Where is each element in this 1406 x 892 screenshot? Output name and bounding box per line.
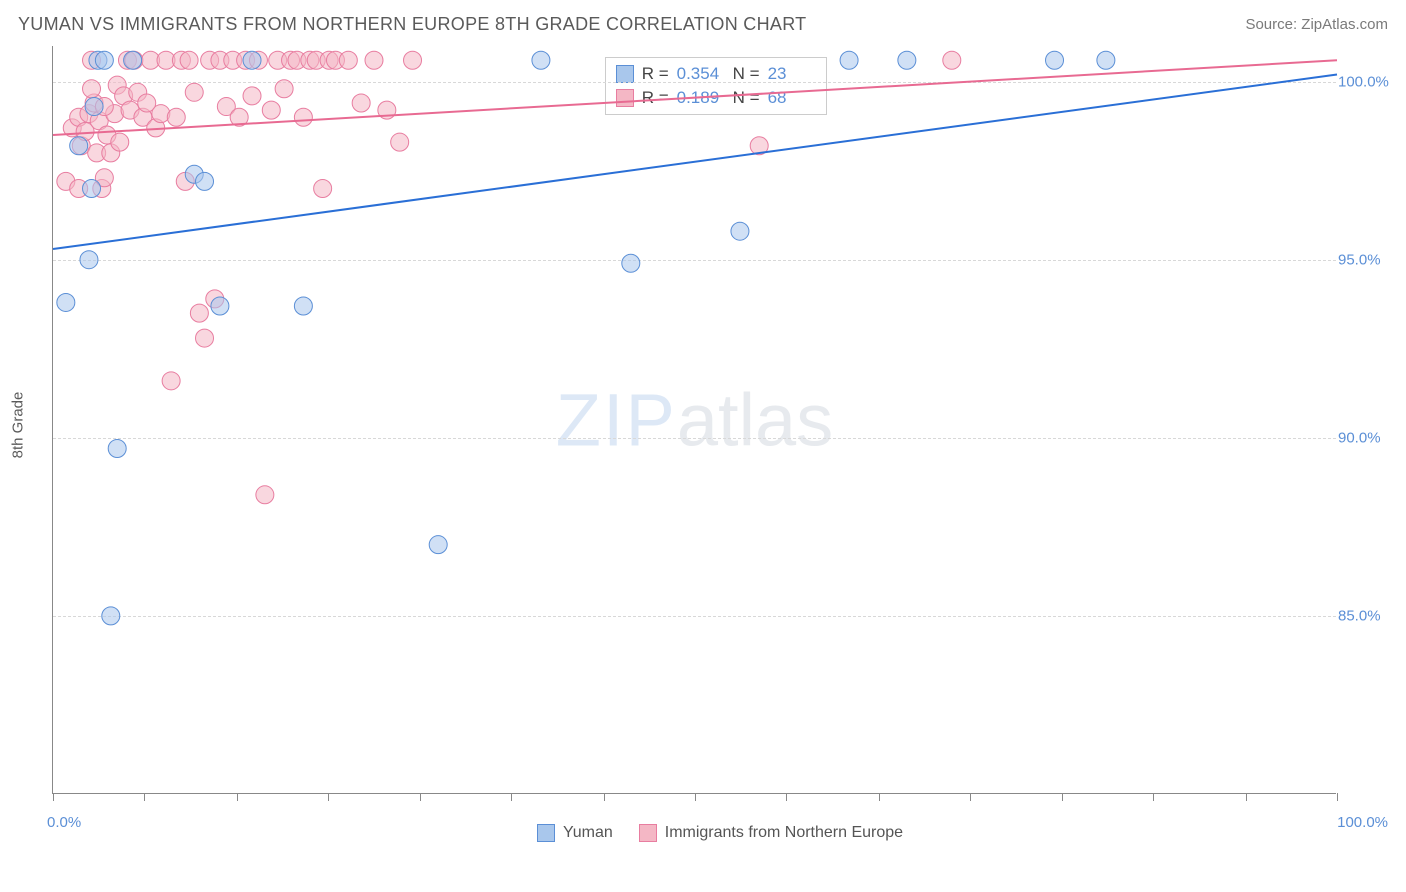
chart-title: YUMAN VS IMMIGRANTS FROM NORTHERN EUROPE… (18, 14, 806, 35)
chart-area: 8th Grade ZIPatlas R =0.354N =23R =0.189… (52, 46, 1388, 804)
x-tick (1153, 793, 1154, 801)
scatter-plot: ZIPatlas R =0.354N =23R =0.189N =68 100.… (52, 46, 1336, 794)
x-tick (879, 793, 880, 801)
x-tick (1062, 793, 1063, 801)
legend-label: Yuman (563, 824, 613, 842)
data-point (339, 51, 357, 69)
plot-svg (53, 46, 1337, 794)
data-point (57, 293, 75, 311)
data-point (622, 254, 640, 272)
data-point (124, 51, 142, 69)
data-point (898, 51, 916, 69)
data-point (108, 439, 126, 457)
data-point (70, 137, 88, 155)
data-point (83, 80, 101, 98)
legend-item: Immigrants from Northern Europe (639, 824, 903, 842)
x-tick (1246, 793, 1247, 801)
data-point (275, 80, 293, 98)
y-tick-label: 95.0% (1338, 251, 1386, 268)
data-point (352, 94, 370, 112)
legend-swatch (537, 824, 555, 842)
header: YUMAN VS IMMIGRANTS FROM NORTHERN EUROPE… (0, 0, 1406, 43)
data-point (185, 83, 203, 101)
data-point (102, 607, 120, 625)
x-tick (695, 793, 696, 801)
data-point (95, 51, 113, 69)
data-point (943, 51, 961, 69)
legend-item: Yuman (537, 824, 613, 842)
data-point (731, 222, 749, 240)
y-tick-label: 90.0% (1338, 429, 1386, 446)
data-point (180, 51, 198, 69)
data-point (404, 51, 422, 69)
data-point (196, 172, 214, 190)
data-point (196, 329, 214, 347)
data-point (167, 108, 185, 126)
y-tick-label: 85.0% (1338, 607, 1386, 624)
data-point (532, 51, 550, 69)
data-point (211, 297, 229, 315)
x-tick (604, 793, 605, 801)
y-tick-label: 100.0% (1338, 73, 1386, 90)
data-point (294, 108, 312, 126)
data-point (1046, 51, 1064, 69)
data-point (243, 51, 261, 69)
data-point (365, 51, 383, 69)
y-axis-label: 8th Grade (10, 392, 27, 459)
x-tick (511, 793, 512, 801)
x-tick (420, 793, 421, 801)
data-point (162, 372, 180, 390)
legend-label: Immigrants from Northern Europe (665, 824, 903, 842)
x-tick (786, 793, 787, 801)
data-point (243, 87, 261, 105)
legend-swatch (639, 824, 657, 842)
x-tick (144, 793, 145, 801)
data-point (80, 251, 98, 269)
data-point (152, 105, 170, 123)
data-point (190, 304, 208, 322)
x-tick (970, 793, 971, 801)
data-point (85, 98, 103, 116)
data-point (83, 179, 101, 197)
x-tick (237, 793, 238, 801)
x-tick (53, 793, 54, 801)
data-point (111, 133, 129, 151)
x-tick (1337, 793, 1338, 801)
data-point (294, 297, 312, 315)
legend: Yuman Immigrants from Northern Europe (52, 824, 1388, 842)
x-tick (328, 793, 329, 801)
data-point (391, 133, 409, 151)
data-point (256, 486, 274, 504)
data-point (1097, 51, 1115, 69)
data-point (314, 179, 332, 197)
data-point (262, 101, 280, 119)
data-point (840, 51, 858, 69)
source-attribution: Source: ZipAtlas.com (1245, 16, 1388, 33)
data-point (429, 536, 447, 554)
